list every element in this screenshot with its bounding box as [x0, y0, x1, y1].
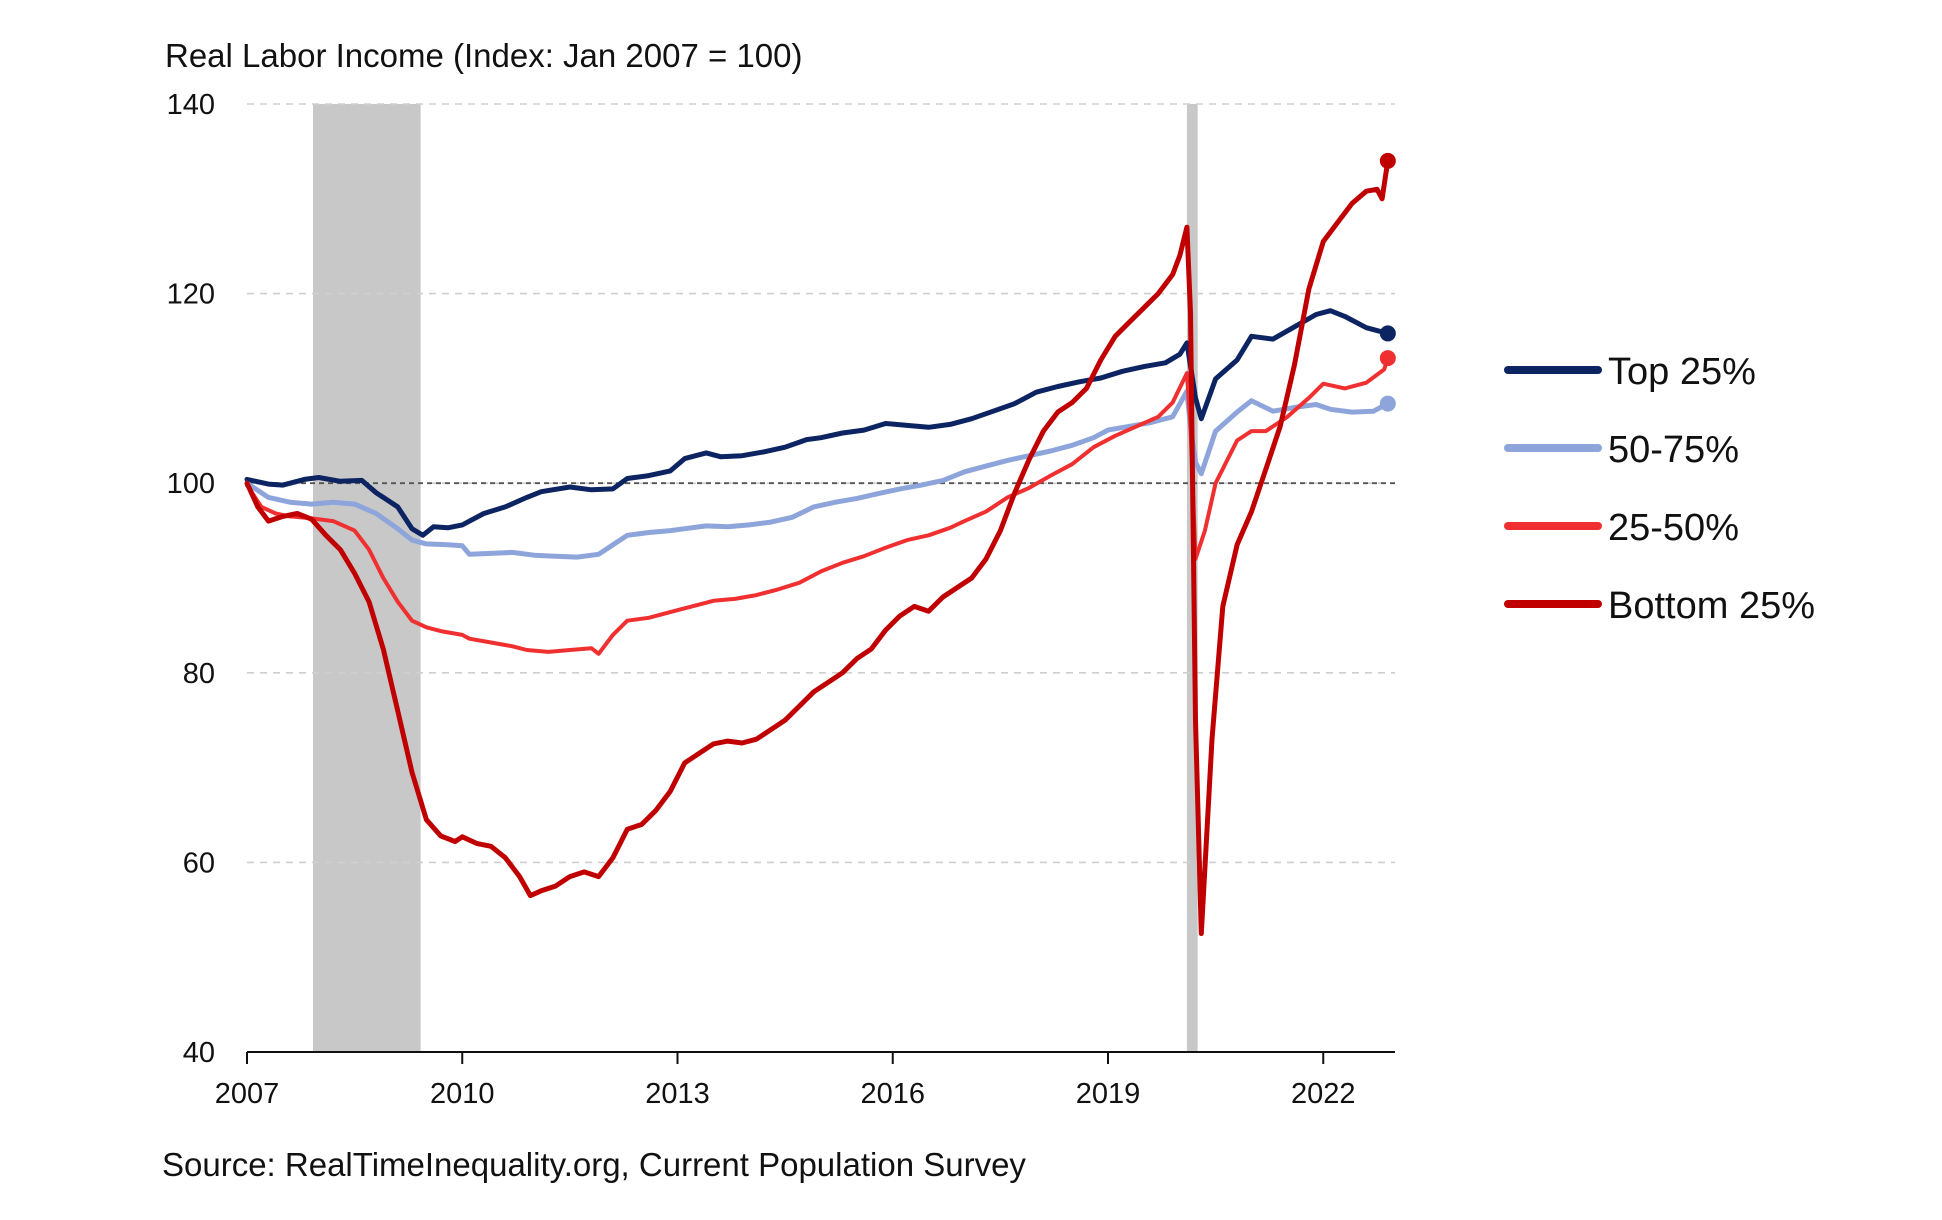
legend-label-bottom-25: Bottom 25%	[1608, 585, 1815, 627]
y-tick-label-140: 140	[167, 89, 215, 121]
legend-label-25-50: 25-50%	[1608, 507, 1739, 549]
data-series	[244, 152, 1396, 936]
recession-bands	[313, 104, 1198, 1052]
y-tick-label-80: 80	[183, 658, 215, 690]
chart-title: Real Labor Income (Index: Jan 2007 = 100…	[165, 37, 803, 74]
axes: 2007 2010 2013 2016 2019 2022 40 60 80 100 120 140	[167, 89, 1395, 1110]
legend: Top 25% 50-75% 25-50% Bottom 25%	[1504, 351, 1815, 627]
series-end-marker-top-25	[1379, 325, 1396, 342]
x-tick-label-2019: 2019	[1076, 1078, 1141, 1110]
x-tick-label-2007: 2007	[215, 1078, 280, 1110]
x-tick-label-2010: 2010	[430, 1078, 495, 1110]
y-tick-label-100: 100	[167, 468, 215, 500]
series-end-marker-25-50	[1379, 350, 1396, 367]
series-line-50-75	[244, 388, 1391, 560]
series-line-top-25	[244, 308, 1391, 538]
x-tick-label-2016: 2016	[860, 1078, 925, 1110]
legend-label-top-25: Top 25%	[1608, 351, 1756, 393]
gridlines	[247, 103, 1395, 864]
x-tick-label-2013: 2013	[645, 1078, 710, 1110]
series-line-25-50	[245, 356, 1390, 656]
y-tick-label-40: 40	[183, 1037, 215, 1069]
series-end-marker-bottom-25	[1379, 152, 1396, 169]
series-line-bottom-25	[244, 158, 1391, 936]
recession-band-0	[313, 104, 421, 1052]
y-tick-label-120: 120	[167, 279, 215, 311]
series-end-marker-50-75	[1379, 395, 1396, 412]
y-tick-label-60: 60	[183, 847, 215, 879]
legend-label-50-75: 50-75%	[1608, 429, 1739, 471]
x-tick-label-2022: 2022	[1291, 1078, 1356, 1110]
source-note: Source: RealTimeInequality.org, Current …	[162, 1146, 1026, 1183]
